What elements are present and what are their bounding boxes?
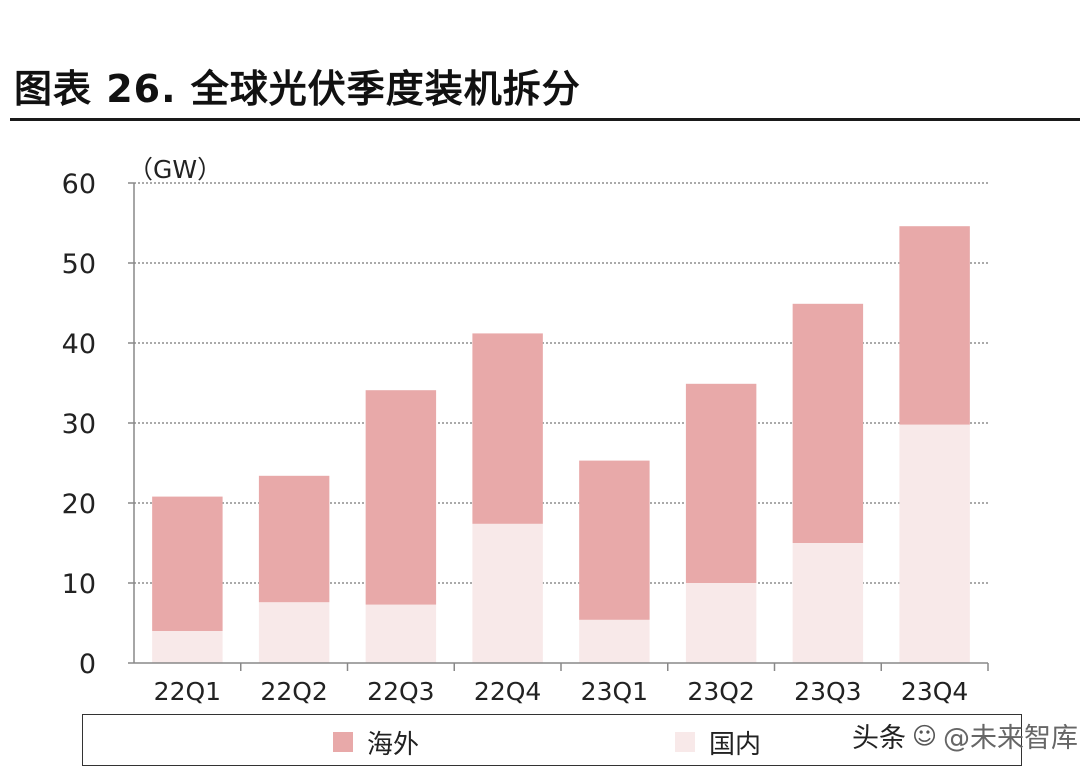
bar-domestic	[258, 602, 330, 663]
bar-domestic	[365, 604, 437, 663]
bars-layer	[152, 226, 970, 663]
bar-overseas	[579, 460, 650, 620]
legend-swatch-overseas	[333, 732, 353, 752]
bar-overseas	[365, 390, 437, 605]
bar-domestic	[579, 619, 650, 663]
legend-item-domestic: 国内	[675, 729, 761, 760]
bar-overseas	[685, 383, 757, 583]
bar-domestic	[685, 583, 757, 663]
y-tick-label: 30	[62, 409, 96, 440]
bar-overseas	[472, 333, 543, 524]
y-tick-label: 50	[62, 249, 96, 280]
watermark-source: 头条	[852, 723, 906, 754]
y-tick-label: 0	[79, 649, 96, 680]
stacked-bar-chart: 0 10 20 30 40 50 60 22Q1 22Q2 22Q3 22Q4 23Q1 23Q2 23Q…	[62, 155, 989, 706]
bar-domestic	[792, 543, 864, 663]
x-tick-label: 22Q2	[260, 677, 327, 706]
legend-swatch-domestic	[675, 732, 695, 752]
bar-domestic	[472, 523, 543, 663]
y-tick-label: 10	[62, 569, 96, 600]
figure-title: 图表 26. 全球光伏季度装机拆分	[14, 67, 581, 111]
bar-domestic	[899, 424, 970, 663]
legend: 海外 国内	[82, 714, 1022, 766]
legend-label-overseas: 海外	[367, 729, 420, 760]
y-tick-label: 60	[62, 169, 96, 200]
legend-item-overseas: 海外	[333, 729, 419, 760]
watermark-account: @未来智库	[943, 723, 1079, 754]
x-tick-label: 23Q1	[581, 677, 648, 706]
x-tick-label: 23Q3	[794, 677, 861, 706]
y-unit-label: （GW）	[128, 155, 222, 184]
x-tick-label: 22Q4	[474, 677, 541, 706]
axis-layer: 0 10 20 30 40 50 60 22Q1 22Q2 22Q3 22Q4 23Q1 23Q2 23Q…	[62, 169, 989, 706]
x-tick-label: 22Q1	[154, 677, 221, 706]
bar-overseas	[899, 226, 970, 425]
x-tick-label: 22Q3	[367, 677, 434, 706]
bar-overseas	[258, 475, 330, 603]
watermark: 头条 ☺ @未来智库	[852, 716, 1078, 755]
x-tick-label: 23Q2	[687, 677, 754, 706]
x-tick-label: 23Q4	[901, 677, 968, 706]
legend-label-domestic: 国内	[709, 729, 762, 760]
bar-overseas	[152, 496, 223, 631]
y-tick-label: 20	[62, 489, 96, 520]
bar-overseas	[792, 303, 864, 543]
y-tick-label: 40	[62, 329, 96, 360]
wechat-icon: ☺	[912, 721, 938, 750]
bar-domestic	[152, 631, 223, 663]
title-divider	[10, 118, 1080, 121]
